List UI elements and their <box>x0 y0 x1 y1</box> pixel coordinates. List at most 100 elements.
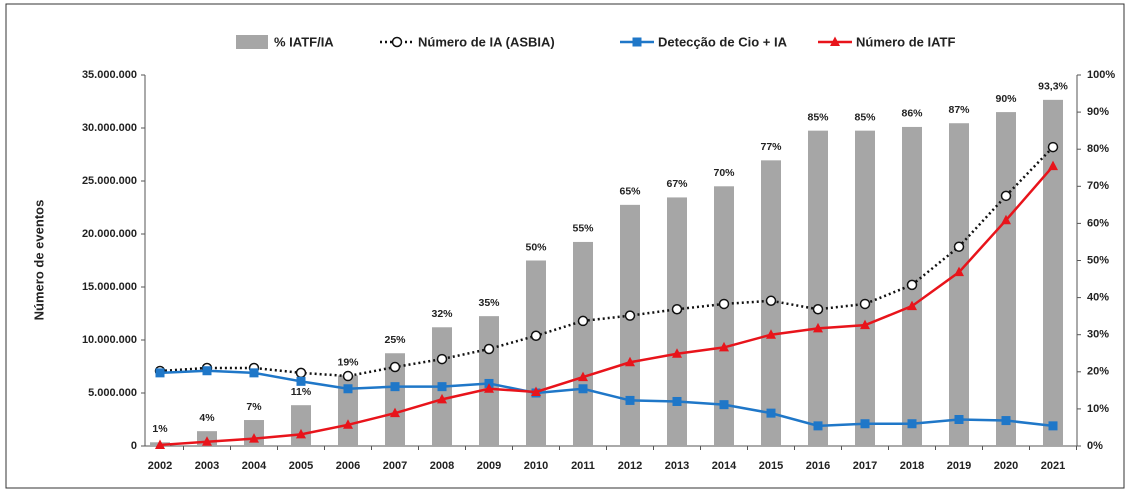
point <box>1047 141 1059 153</box>
point <box>342 370 354 382</box>
point <box>813 322 823 333</box>
point <box>860 419 870 429</box>
y2-tick-label: 60% <box>1087 217 1109 229</box>
value-label: 7% <box>246 401 262 413</box>
x-tick-label: 2007 <box>383 460 407 472</box>
point <box>437 393 447 404</box>
value-label: 50% <box>525 241 547 253</box>
y2-tick-label: 70% <box>1087 180 1109 192</box>
value-label: 87% <box>948 104 970 116</box>
x-tick-label: 2018 <box>900 460 924 472</box>
value-label: 85% <box>807 111 829 123</box>
y-tick-label: 35.000.000 <box>82 69 137 81</box>
value-label: 86% <box>901 108 923 120</box>
value-label: 90% <box>995 93 1017 105</box>
value-label: 1% <box>152 423 168 435</box>
value-label: 93,3% <box>1038 81 1068 93</box>
value-label: 67% <box>666 178 688 190</box>
point <box>953 241 965 252</box>
point <box>249 433 259 443</box>
bar <box>996 112 1016 446</box>
x-tick-label: 2005 <box>289 460 313 472</box>
point <box>389 361 401 373</box>
point <box>296 376 306 386</box>
point <box>202 366 212 376</box>
line <box>159 146 1054 378</box>
x-tick-label: 2002 <box>148 460 172 472</box>
x-tick-label: 2016 <box>806 460 830 472</box>
point <box>813 421 823 431</box>
x-tick-label: 2017 <box>853 460 877 472</box>
point <box>671 304 683 315</box>
point <box>249 368 259 378</box>
point <box>390 382 400 392</box>
line <box>159 165 1054 447</box>
point <box>765 295 777 307</box>
point <box>343 384 353 394</box>
legend-label: Detecção de Cio + IA <box>658 34 788 49</box>
value-label: 25% <box>384 334 406 346</box>
legend-marker <box>391 36 403 48</box>
y2-tick-label: 100% <box>1087 69 1115 81</box>
x-tick-label: 2011 <box>571 460 595 472</box>
point <box>1001 214 1011 225</box>
legend-swatch <box>236 35 268 49</box>
legend-label: Número de IATF <box>856 34 955 49</box>
bar <box>667 197 687 446</box>
point <box>578 371 588 382</box>
value-label: 77% <box>760 141 782 153</box>
y2-tick-label: 40% <box>1087 292 1109 304</box>
point <box>578 384 588 394</box>
point <box>812 304 824 315</box>
legend-label: Número de IA (ASBIA) <box>418 34 555 49</box>
point <box>296 428 306 439</box>
point <box>202 436 212 446</box>
y2-tick-label: 50% <box>1087 254 1109 266</box>
x-tick-label: 2008 <box>430 460 454 472</box>
point <box>954 415 964 424</box>
y-tick-label: 5.000.000 <box>88 387 137 399</box>
point <box>625 395 635 405</box>
bar <box>338 375 358 446</box>
y2-tick-label: 30% <box>1087 329 1109 341</box>
x-tick-label: 2004 <box>242 460 267 472</box>
x-tick-label: 2009 <box>477 460 501 472</box>
x-tick-label: 2021 <box>1041 460 1065 472</box>
bar <box>949 123 969 446</box>
point <box>530 330 542 342</box>
x-tick-label: 2006 <box>336 460 360 472</box>
bar <box>1043 99 1063 447</box>
bar <box>526 260 546 446</box>
x-tick-label: 2015 <box>759 460 783 472</box>
y2-tick-label: 10% <box>1087 403 1109 415</box>
y2-tick-label: 80% <box>1087 143 1109 155</box>
point <box>155 439 165 449</box>
x-tick-label: 2012 <box>618 460 642 472</box>
legend-marker <box>830 36 840 46</box>
value-label: 55% <box>572 223 594 235</box>
x-tick-label: 2014 <box>712 460 737 472</box>
bar <box>855 130 875 446</box>
y-tick-label: 20.000.000 <box>82 228 137 240</box>
point <box>907 419 917 429</box>
value-label: 35% <box>478 297 500 309</box>
legend-marker <box>632 37 642 47</box>
value-label: 4% <box>199 412 215 424</box>
bar <box>808 130 828 446</box>
y2-tick-label: 90% <box>1087 106 1109 118</box>
point <box>343 419 353 429</box>
y-tick-label: 25.000.000 <box>82 175 137 187</box>
bar <box>291 405 311 446</box>
bar <box>385 353 405 446</box>
point <box>954 266 964 277</box>
point <box>390 407 400 418</box>
point <box>906 279 918 291</box>
bar <box>620 204 640 446</box>
bar <box>573 241 593 446</box>
line <box>159 369 1054 428</box>
point <box>155 368 165 378</box>
x-tick-label: 2020 <box>994 460 1018 472</box>
point <box>719 341 729 352</box>
point <box>624 310 636 321</box>
